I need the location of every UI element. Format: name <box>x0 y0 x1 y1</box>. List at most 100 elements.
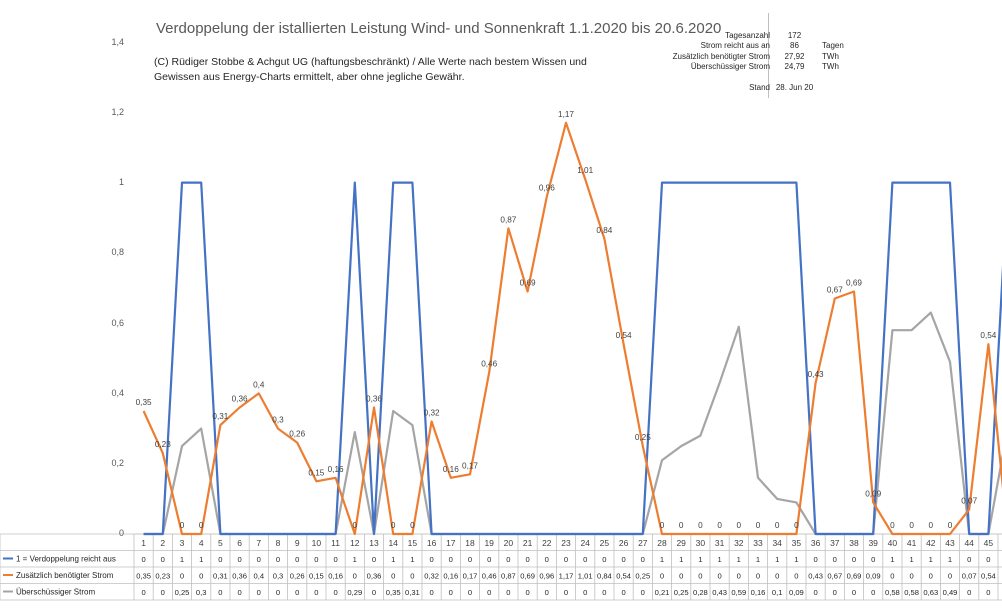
x-tick-label: 40 <box>888 538 898 548</box>
table-cell: 0 <box>583 555 587 564</box>
x-tick-label: 24 <box>580 538 590 548</box>
table-cell: 0,17 <box>463 572 478 581</box>
x-tick-label: 20 <box>504 538 514 548</box>
x-tick-label: 8 <box>276 538 281 548</box>
data-label: 0,54 <box>616 331 632 340</box>
table-cell: 0 <box>314 555 318 564</box>
data-label: 1,01 <box>577 166 593 175</box>
data-label: 0 <box>717 521 722 530</box>
stats-label: Überschüssiger Strom <box>690 62 770 72</box>
y-tick-label: 1 <box>118 177 124 187</box>
data-label: 0,17 <box>462 461 478 470</box>
table-cell: 0,16 <box>328 572 343 581</box>
table-cell: 0,07 <box>962 572 977 581</box>
data-label: 0,16 <box>328 465 344 474</box>
table-cell: 0 <box>679 572 683 581</box>
table-cell: 1 <box>660 555 664 564</box>
x-tick-label: 44 <box>964 538 974 548</box>
x-tick-label: 27 <box>638 538 648 548</box>
x-tick-label: 42 <box>926 538 936 548</box>
table-cell: 0 <box>909 572 913 581</box>
table-cell: 0 <box>967 588 971 597</box>
data-label: 0,69 <box>846 279 862 288</box>
table-cell: 0 <box>487 588 491 597</box>
table-cell: 0 <box>237 555 241 564</box>
x-tick-label: 31 <box>715 538 725 548</box>
table-cell: 0 <box>295 588 299 597</box>
stats-label: Stand <box>749 82 770 92</box>
data-label: 0 <box>410 521 415 530</box>
table-cell: 0 <box>218 588 222 597</box>
table-cell: 1 <box>199 555 203 564</box>
data-label: 0,32 <box>424 409 440 418</box>
y-tick-label: 0 <box>118 528 124 538</box>
table-cell: 1 <box>679 555 683 564</box>
table-cell: 0,4 <box>254 572 265 581</box>
table-cell: 1,17 <box>559 572 574 581</box>
table-cell: 0,54 <box>981 572 996 581</box>
data-label: 0 <box>794 521 799 530</box>
data-label: 0 <box>948 521 953 530</box>
table-cell: 0 <box>794 572 798 581</box>
x-tick-label: 12 <box>350 538 360 548</box>
y-tick-label: 1,2 <box>111 107 124 117</box>
table-cell: 0 <box>372 555 376 564</box>
table-cell: 0,16 <box>443 572 458 581</box>
table-cell: 1,01 <box>578 572 593 581</box>
table-cell: 0 <box>660 572 664 581</box>
stats-row <box>640 73 980 83</box>
stats-unit: TWh <box>822 51 839 61</box>
x-tick-label: 32 <box>734 538 744 548</box>
stats-value: 27,92 <box>784 51 805 61</box>
data-label: 0 <box>890 521 895 530</box>
table-cell: 0,69 <box>847 572 862 581</box>
table-cell: 0 <box>621 588 625 597</box>
stats-divider <box>768 13 769 98</box>
table-cell: 0 <box>525 588 529 597</box>
table-cell: 1 <box>775 555 779 564</box>
data-label: 0 <box>737 521 742 530</box>
table-cell: 0,31 <box>213 572 228 581</box>
table-cell: 0 <box>506 555 510 564</box>
table-cell: 0 <box>410 572 414 581</box>
x-tick-label: 23 <box>561 538 571 548</box>
table-cell: 0,1 <box>772 588 783 597</box>
table-cell: 0,25 <box>674 588 689 597</box>
table-cell: 0 <box>161 555 165 564</box>
table-cell: 0 <box>468 555 472 564</box>
data-label: 0,36 <box>366 394 382 403</box>
y-tick-label: 1,4 <box>111 37 124 47</box>
x-tick-label: 5 <box>218 538 223 548</box>
table-cell: 0 <box>141 588 145 597</box>
copyright-note: (C) Rüdiger Stobbe & Achgut UG (haftungs… <box>154 55 594 85</box>
table-cell: 0 <box>487 555 491 564</box>
stats-unit: TWh <box>822 62 839 72</box>
stats-value: 172 <box>787 31 802 40</box>
data-label: 0,09 <box>865 489 881 498</box>
table-cell: 0,25 <box>175 588 190 597</box>
x-tick-label: 41 <box>907 538 917 548</box>
table-cell: 0,36 <box>367 572 382 581</box>
table-cell: 0 <box>161 588 165 597</box>
data-label: 0,54 <box>980 331 996 340</box>
table-cell: 1 <box>391 555 395 564</box>
table-cell: 0,35 <box>386 588 401 597</box>
data-label: 0 <box>180 521 185 530</box>
chart-title: Verdoppelung der istallierten Leistung W… <box>156 20 722 37</box>
data-label: 0,43 <box>808 370 824 379</box>
table-cell: 0 <box>621 555 625 564</box>
x-tick-label: 37 <box>830 538 840 548</box>
table-cell: 0,29 <box>347 588 362 597</box>
x-tick-label: 22 <box>542 538 552 548</box>
y-tick-label: 0,8 <box>111 247 124 257</box>
legend-label: Zusätzlich benötigter Strom <box>16 571 114 580</box>
x-tick-label: 21 <box>523 538 533 548</box>
table-cell: 0 <box>641 555 645 564</box>
table-cell: 1 <box>353 555 357 564</box>
table-cell: 0 <box>199 572 203 581</box>
table-cell: 0,35 <box>136 572 151 581</box>
table-cell: 0 <box>813 588 817 597</box>
table-cell: 0 <box>756 572 760 581</box>
table-cell: 0 <box>871 555 875 564</box>
